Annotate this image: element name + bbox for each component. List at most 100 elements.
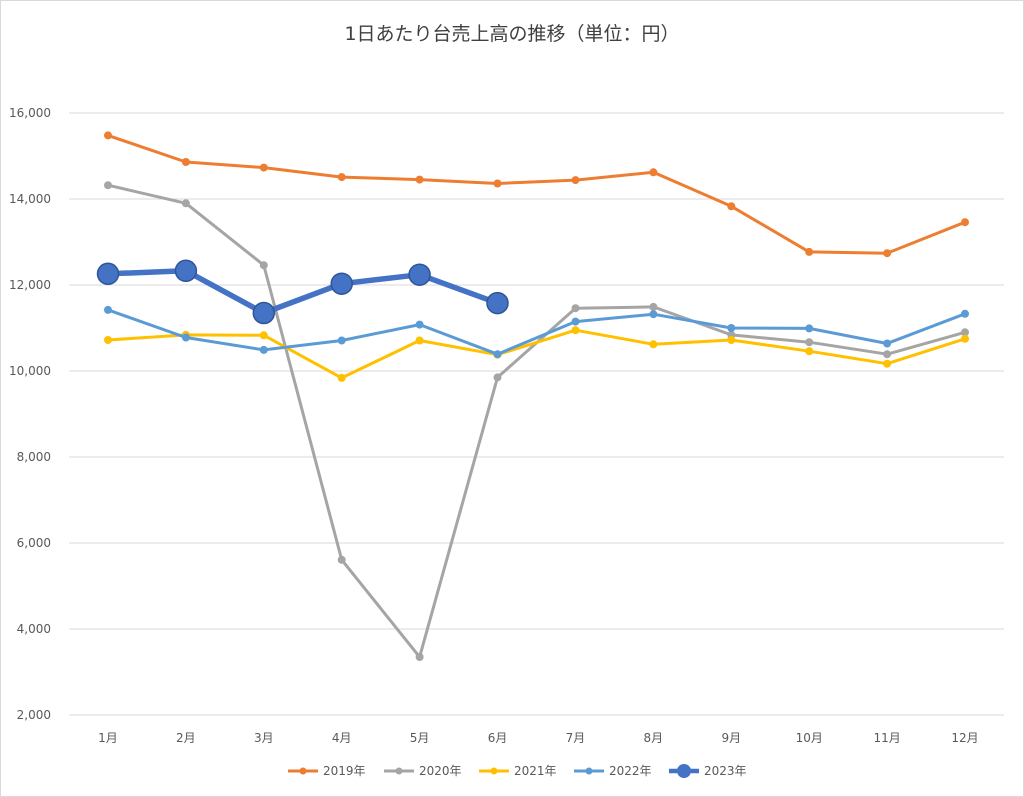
data-point [493, 179, 502, 188]
legend-label: 2022年 [609, 764, 652, 778]
data-point [727, 324, 736, 332]
legend-marker [585, 767, 593, 775]
data-point [805, 347, 814, 356]
data-point [259, 261, 268, 270]
x-axis-tick-labels: 1月 2月 3月 4月 5月 6月 7月 8月 9月 10月 11月 12月 [98, 731, 979, 745]
data-point [649, 168, 658, 177]
legend: 2019年 2020年 2021年 2022年 2023年 [288, 764, 747, 778]
legend-item: 2019年 [288, 764, 366, 778]
data-point [961, 334, 969, 343]
data-point [415, 336, 424, 345]
data-point [408, 263, 431, 286]
data-point [727, 202, 736, 211]
series-line [106, 183, 967, 659]
data-point [104, 336, 112, 344]
data-point [805, 338, 814, 347]
data-point [571, 317, 580, 326]
data-point [805, 324, 814, 333]
data-point [330, 272, 353, 295]
data-point [571, 304, 580, 313]
data-point [961, 309, 969, 318]
data-point [259, 163, 268, 172]
data-point [649, 302, 658, 311]
series-2019年 [104, 131, 969, 258]
data-point [805, 247, 814, 256]
series-line [106, 328, 967, 380]
x-tick-label: 2月 [176, 731, 196, 745]
data-point [727, 336, 736, 344]
data-point [104, 305, 112, 314]
y-tick-label: 6,000 [17, 536, 51, 550]
x-tick-label: 5月 [410, 731, 430, 745]
x-tick-label: 11月 [873, 731, 900, 745]
data-point [961, 218, 969, 227]
legend-marker [677, 764, 691, 778]
legend-item: 2021年 [479, 764, 557, 778]
data-point [415, 653, 424, 661]
series-2022年 [104, 305, 969, 359]
series-line [106, 308, 967, 356]
data-point [181, 199, 190, 208]
x-tick-label: 6月 [488, 731, 508, 745]
data-point [883, 359, 892, 368]
x-tick-label: 1月 [98, 731, 118, 745]
legend-marker [490, 767, 498, 775]
data-point [493, 373, 502, 382]
data-point [571, 176, 580, 185]
y-axis-tick-labels: 2,000 4,000 6,000 8,000 10,000 12,000 14,000 16… [9, 106, 51, 722]
legend-label: 2023年 [704, 764, 747, 778]
data-point [337, 336, 346, 345]
y-tick-label: 16,000 [9, 106, 51, 120]
legend-item: 2023年 [669, 764, 747, 778]
data-point [486, 291, 509, 315]
y-tick-label: 8,000 [17, 450, 51, 464]
x-tick-label: 7月 [566, 731, 586, 745]
legend-item: 2020年 [384, 764, 462, 778]
x-tick-label: 10月 [796, 731, 823, 745]
series-lines [96, 131, 969, 661]
y-tick-label: 14,000 [9, 192, 51, 206]
x-tick-label: 4月 [332, 731, 352, 745]
data-point [649, 340, 658, 349]
x-tick-label: 12月 [951, 731, 978, 745]
series-line [105, 268, 501, 316]
data-point [883, 339, 892, 348]
data-point [883, 249, 892, 258]
y-tick-label: 2,000 [17, 708, 51, 722]
data-point [259, 345, 268, 354]
data-point [415, 175, 424, 184]
series-2023年 [96, 259, 509, 325]
x-tick-label: 3月 [254, 731, 274, 745]
y-tick-label: 10,000 [9, 364, 51, 378]
data-point [181, 158, 190, 166]
chart-title: 1日あたり台売上高の推移（単位：円） [344, 23, 679, 45]
y-tick-label: 12,000 [9, 278, 51, 292]
gridlines [69, 112, 1004, 716]
data-point [649, 310, 658, 319]
legend-label: 2021年 [514, 764, 557, 778]
data-point [174, 259, 198, 283]
legend-marker [395, 767, 403, 775]
data-point [181, 333, 190, 342]
data-point [571, 326, 580, 335]
data-point [96, 262, 120, 286]
x-tick-label: 8月 [644, 731, 664, 745]
data-point [883, 350, 892, 359]
y-tick-label: 4,000 [17, 622, 51, 636]
data-point [337, 373, 346, 382]
legend-marker [299, 767, 307, 775]
legend-label: 2020年 [419, 764, 462, 778]
data-point [259, 331, 268, 340]
data-point [104, 131, 112, 140]
data-point [337, 173, 346, 182]
series-line [106, 133, 967, 255]
data-point [337, 555, 346, 564]
data-point [415, 320, 424, 329]
data-point [493, 350, 502, 359]
legend-item: 2022年 [574, 764, 652, 778]
data-point [252, 301, 276, 325]
data-point [961, 328, 969, 337]
legend-label: 2019年 [323, 764, 366, 778]
